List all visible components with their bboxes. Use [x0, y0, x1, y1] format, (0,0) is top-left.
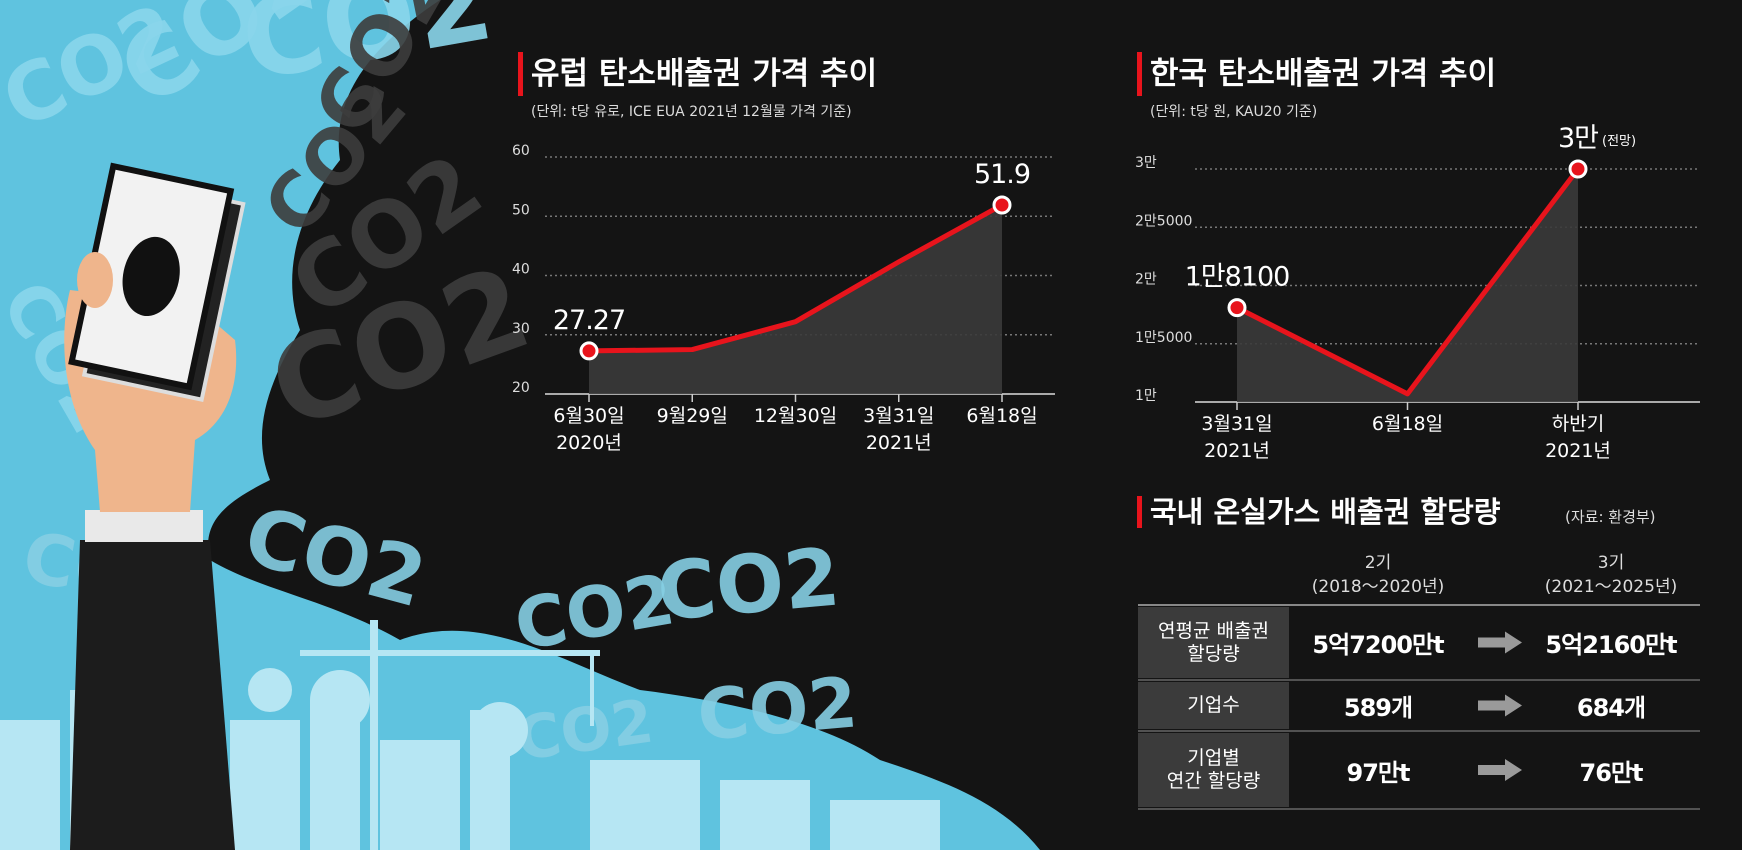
y-tick-label: 2만5000: [1135, 213, 1192, 229]
cell-value: 589개: [1343, 694, 1413, 722]
title-marker: [1137, 52, 1142, 96]
value-label: 27.27: [553, 305, 625, 336]
y-tick-label: 2만: [1135, 272, 1157, 288]
y-tick-label: 1만: [1135, 388, 1157, 404]
table-title: 국내 온실가스 배출권 할당량: [1150, 495, 1501, 529]
chart-title: 한국 탄소배출권 가격 추이: [1150, 56, 1496, 92]
cell-value: 684개: [1576, 694, 1646, 722]
arrow: [1478, 694, 1522, 717]
value-label: 51.9: [974, 159, 1030, 190]
x-tick-label: 6월30일: [553, 405, 624, 427]
hand-illustration: [64, 162, 246, 850]
y-tick-label: 50: [512, 202, 530, 218]
point: [579, 341, 599, 361]
value-label: 1만8100: [1185, 262, 1290, 293]
cell-value: 5억2160만t: [1545, 631, 1677, 659]
point: [992, 195, 1012, 215]
sky: [0, 0, 1040, 850]
co2-text: CO2: [654, 530, 844, 639]
area: [589, 204, 1002, 394]
cell-value: 97만t: [1346, 758, 1411, 787]
line: [588, 202, 1004, 354]
row-label: 기업별 연간 할당량: [1138, 733, 1289, 807]
x-tick-sublabel: 2020년: [556, 432, 622, 454]
arrow: [1478, 631, 1522, 654]
x-tick-label: 하반기: [1552, 413, 1604, 435]
chart-subtitle: (단위: t당 원, KAU20 기준): [1150, 104, 1317, 120]
x-tick-label: 3월31일: [863, 405, 934, 427]
y-tick-label: 1만5000: [1135, 330, 1192, 346]
y-tick-label: 60: [512, 143, 530, 159]
column-name: 2기: [1364, 552, 1392, 573]
cell-value: 5억7200만t: [1312, 631, 1444, 659]
chart-subtitle: (단위: t당 유로, ICE EUA 2021년 12월물 가격 기준): [531, 104, 852, 120]
annotation: (전망): [1602, 134, 1636, 149]
title-marker: [1137, 496, 1142, 528]
area: [1237, 169, 1578, 402]
column-period: (2021～2025년): [1544, 576, 1678, 597]
point: [1227, 298, 1247, 318]
row-label: 기업수: [1138, 682, 1289, 729]
y-tick-label: 20: [512, 380, 530, 396]
x-tick-label: 6월18일: [1372, 413, 1443, 435]
table-source: (자료: 환경부): [1565, 508, 1656, 526]
row-label: 연평균 배출권 할당량: [1138, 607, 1289, 678]
title-marker: [518, 52, 523, 96]
chart-title: 유럽 탄소배출권 가격 추이: [531, 56, 877, 92]
column-name: 3기: [1597, 552, 1625, 573]
cell-value: 76만t: [1579, 758, 1644, 787]
arrow: [1478, 759, 1522, 781]
y-tick-label: 40: [512, 262, 530, 278]
co2-text: CO2: [694, 661, 860, 757]
x-tick-sublabel: 2021년: [1545, 440, 1611, 462]
point: [1568, 159, 1588, 179]
line: [1235, 167, 1580, 397]
x-tick-label: 6월18일: [966, 405, 1037, 427]
x-tick-label: 3월31일: [1201, 413, 1272, 435]
y-tick-label: 30: [512, 321, 530, 337]
x-tick-label: 12월30일: [754, 405, 837, 427]
x-tick-sublabel: 2021년: [866, 432, 932, 454]
x-tick-sublabel: 2021년: [1204, 440, 1270, 462]
column-period: (2018～2020년): [1311, 576, 1445, 597]
y-tick-label: 3만: [1135, 155, 1157, 171]
x-tick-label: 9월29일: [657, 405, 728, 427]
value-label: 3만: [1558, 123, 1598, 154]
